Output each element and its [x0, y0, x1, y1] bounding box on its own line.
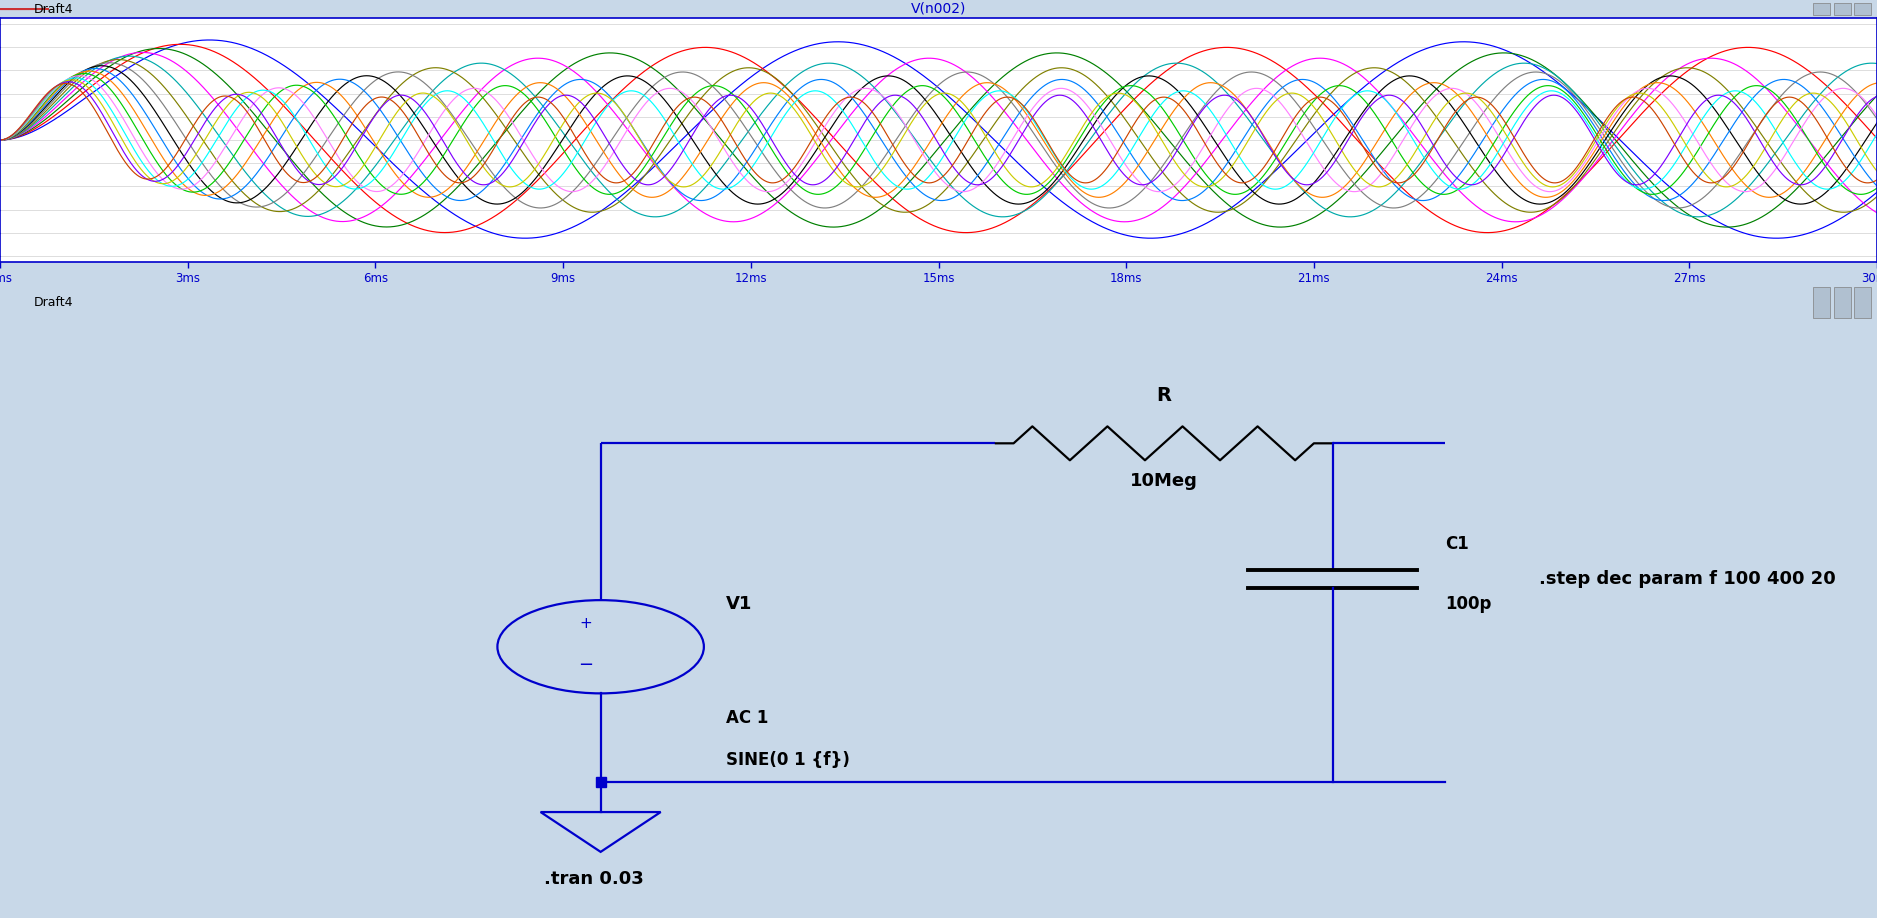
Text: V(n002): V(n002) [910, 2, 967, 16]
Text: SINE(0 1 {f}): SINE(0 1 {f}) [726, 752, 850, 769]
Text: +: + [580, 616, 591, 631]
FancyBboxPatch shape [1813, 286, 1830, 318]
FancyBboxPatch shape [1854, 286, 1871, 318]
Text: R: R [1156, 386, 1171, 405]
Text: 100p: 100p [1445, 595, 1492, 612]
Text: −: − [578, 656, 593, 675]
FancyBboxPatch shape [1854, 3, 1871, 16]
Text: 10Meg: 10Meg [1130, 472, 1198, 489]
Text: Draft4: Draft4 [34, 296, 73, 308]
Text: .step dec param f 100 400 20: .step dec param f 100 400 20 [1539, 570, 1836, 588]
Text: V1: V1 [726, 595, 753, 612]
FancyBboxPatch shape [1834, 286, 1851, 318]
FancyBboxPatch shape [1834, 3, 1851, 16]
Text: AC 1: AC 1 [726, 709, 770, 727]
Text: C1: C1 [1445, 535, 1470, 554]
Text: Draft4: Draft4 [34, 3, 73, 16]
FancyBboxPatch shape [1813, 3, 1830, 16]
Text: .tran 0.03: .tran 0.03 [544, 870, 644, 888]
